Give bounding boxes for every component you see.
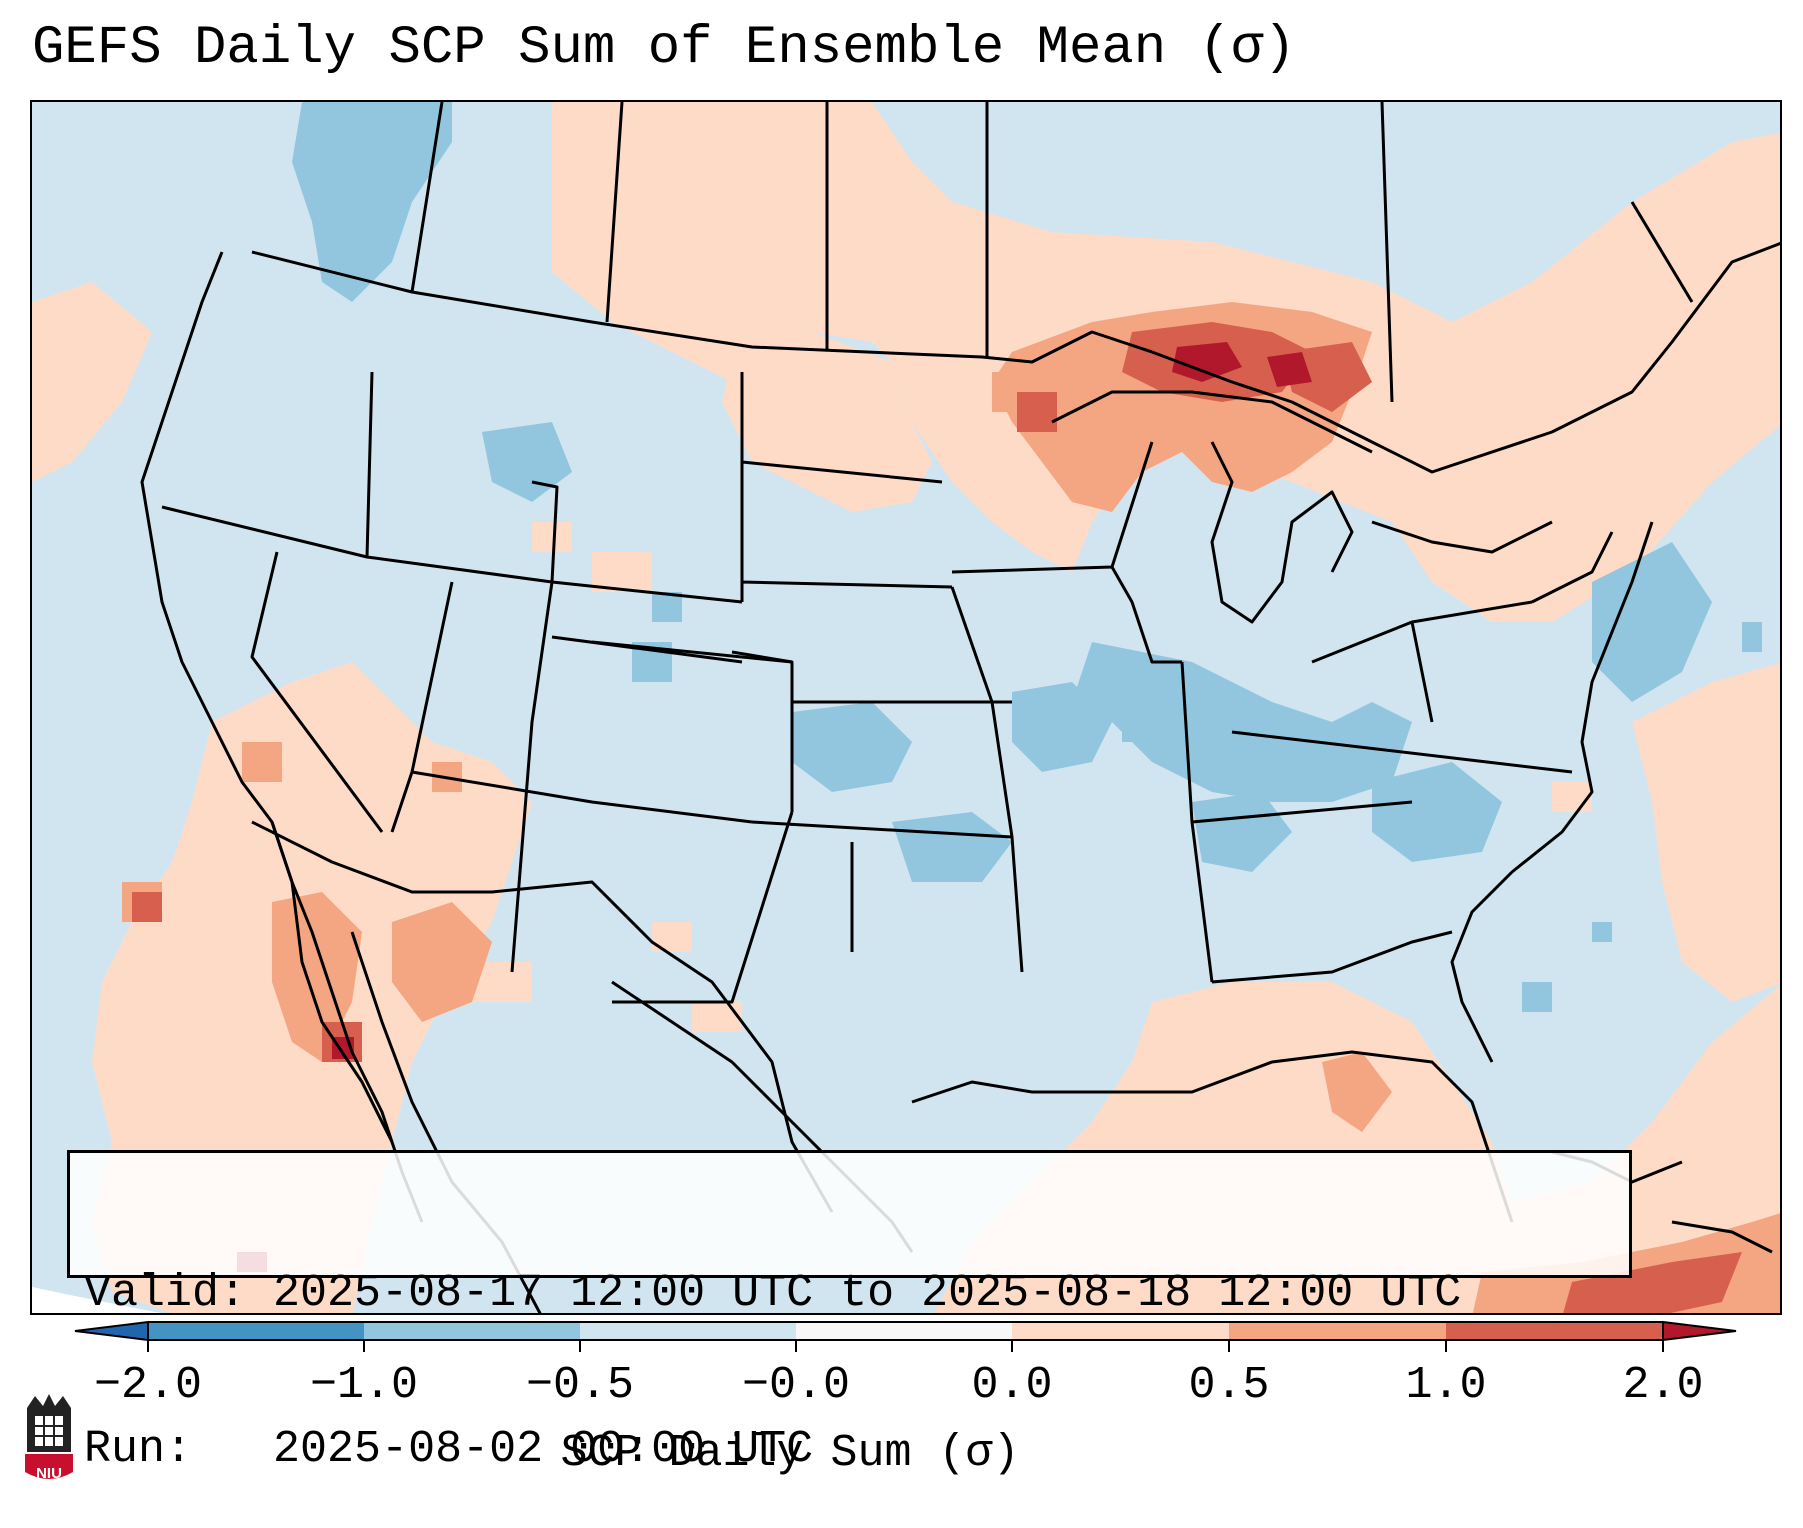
great-lakes-shoreline: [1051, 390, 1553, 624]
colorbar-segment: [148, 1322, 364, 1340]
colorbar-tick-label: −0.5: [525, 1360, 635, 1411]
valid-label: Valid:: [84, 1268, 247, 1319]
colorbar-tick-label: 2.0: [1622, 1360, 1704, 1411]
mexico-border: [251, 820, 834, 1213]
anomaly-fill-above-2.0: [237, 342, 1312, 1272]
valid-value: 2025-08-17 12:00 UTC to 2025-08-18 12:00…: [273, 1268, 1462, 1319]
tennessee-negative: [1192, 792, 1292, 872]
colorbar-segment: [796, 1322, 1012, 1340]
run-label: Run:: [84, 1424, 193, 1475]
run-row: Run: 2025-08-02 00:00 UTC: [84, 1424, 1629, 1476]
missouri-negative: [1012, 682, 1112, 772]
colorbar: [74, 1320, 1737, 1352]
colorbar-extend-low: [74, 1320, 149, 1342]
colorbar-tick-label: 1.0: [1405, 1360, 1487, 1411]
map-canvas: [32, 102, 1780, 1313]
canada-province-lines: [410, 102, 1694, 403]
lake-superior-east-peak: [1267, 352, 1312, 387]
us-west-coast: [140, 251, 424, 1223]
sierra-madre-moderate: [392, 902, 492, 1022]
valid-row: Valid: 2025-08-17 12:00 UTC to 2025-08-1…: [84, 1268, 1629, 1320]
colorbar-tick-marks: [147, 1340, 1664, 1352]
canada-us-border: [251, 241, 1780, 474]
map-title: GEFS Daily SCP Sum of Ensemble Mean (σ): [32, 18, 1296, 79]
gulf-moderate: [1322, 1052, 1392, 1132]
cuba-high: [1563, 1252, 1742, 1313]
atlantic-positive: [1632, 663, 1780, 1002]
colorbar-tick-labels: −2.0 −1.0 −0.5 −0.0 0.0 0.5 1.0 2.0: [0, 1360, 1803, 1420]
colorbar-segment: [580, 1322, 796, 1340]
anomaly-fill-minus-1.0-to-minus-0.5: [292, 102, 1762, 1012]
colorbar-extend-high: [1662, 1320, 1737, 1342]
valid-time-box: Valid: 2025-08-17 12:00 UTC to 2025-08-1…: [67, 1150, 1632, 1475]
baja-coast: [270, 821, 394, 1143]
us-state-lines-central: [612, 372, 1024, 1004]
colorbar-tick-label: 0.0: [971, 1360, 1053, 1411]
montana-negative: [482, 422, 572, 502]
central-plains-positive: [722, 332, 932, 512]
ohio-valley-negative: [1072, 642, 1412, 802]
pacific-northwest-negative: [292, 102, 452, 302]
carolinas-negative: [1372, 762, 1502, 862]
us-state-lines-east: [951, 441, 1614, 984]
pacific-positive: [32, 282, 152, 482]
colorbar-tick-label: −2.0: [93, 1360, 203, 1411]
colorbar-segments: [74, 1320, 1737, 1342]
mid-atlantic-negative: [1592, 542, 1712, 702]
us-east-coast: [1450, 521, 1654, 1063]
oklahoma-negative: [892, 812, 1012, 882]
us-state-lines-west: [161, 371, 793, 973]
colorbar-segment: [1446, 1322, 1663, 1340]
mexico-moderate: [272, 892, 362, 1062]
colorbar-tick-label: 0.5: [1188, 1360, 1270, 1411]
colorbar-segment: [364, 1322, 580, 1340]
niu-logo-graphic: [25, 1394, 73, 1479]
colorbar-tick-label: −1.0: [309, 1360, 419, 1411]
kansas-negative: [792, 702, 912, 792]
colorbar-outline: [147, 1321, 1664, 1341]
niu-logo-icon: NIU: [21, 1392, 77, 1488]
map-panel: [30, 100, 1782, 1315]
colorbar-segment: [1229, 1322, 1446, 1340]
run-value: 2025-08-02 00:00 UTC: [273, 1424, 814, 1475]
colorbar-label: SCP Daily Sum (σ): [560, 1428, 1020, 1479]
lake-superior-peak: [1172, 342, 1242, 382]
colorbar-segment: [1012, 1322, 1229, 1340]
colorbar-tick-label: −0.0: [741, 1360, 851, 1411]
niu-logo-text: NIU: [36, 1465, 62, 1482]
